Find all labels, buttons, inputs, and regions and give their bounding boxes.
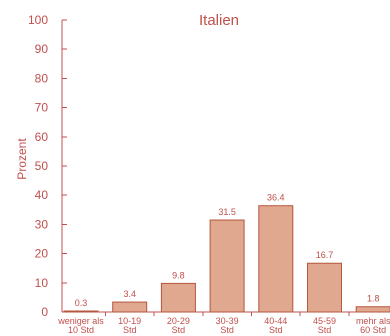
y-tick-label: 60 [35,130,49,144]
bar [356,307,390,312]
y-tick-label: 100 [28,13,48,27]
y-tick-label: 90 [35,42,49,56]
value-label: 31.5 [218,207,236,217]
bar [259,206,293,312]
x-tick-label: 40-44 Std [264,316,287,335]
x-tick-label: weniger als 10 Std [57,316,104,335]
bar [308,263,342,312]
x-tick-labels: weniger als 10 Std 10-19 Std 20-29 Std 30-39 St… [57,316,390,335]
y-tick-label: 30 [35,217,49,231]
x-tick-label: mehr als 60 Std [356,316,390,335]
value-label: 36.4 [267,193,285,203]
x-tick-label: 30-39 Std [216,316,239,335]
y-tick-label: 50 [35,159,49,173]
value-label: 16.7 [316,250,334,260]
bar [64,311,98,312]
x-tick-label: 45-59 Std [313,316,336,335]
y-axis-label: Prozent [15,138,29,180]
y-tick-label: 20 [35,247,49,261]
bar [210,220,244,312]
value-label: 1.8 [367,294,380,304]
y-tick-label: 10 [35,276,49,290]
chart-title: Italien [199,12,239,29]
value-label: 3.4 [123,289,136,299]
value-label: 9.8 [172,270,185,280]
y-tick-label: 70 [35,101,49,115]
x-tick-label: 10-19 Std [118,316,141,335]
x-tick-label: 20-29 Std [167,316,190,335]
y-tick-label: 80 [35,71,49,85]
y-tick-label: 0 [41,305,48,319]
y-tick-label: 40 [35,188,49,202]
bar [161,283,195,312]
bars [64,206,390,312]
bar [113,302,147,312]
value-label: 0.3 [75,298,88,308]
